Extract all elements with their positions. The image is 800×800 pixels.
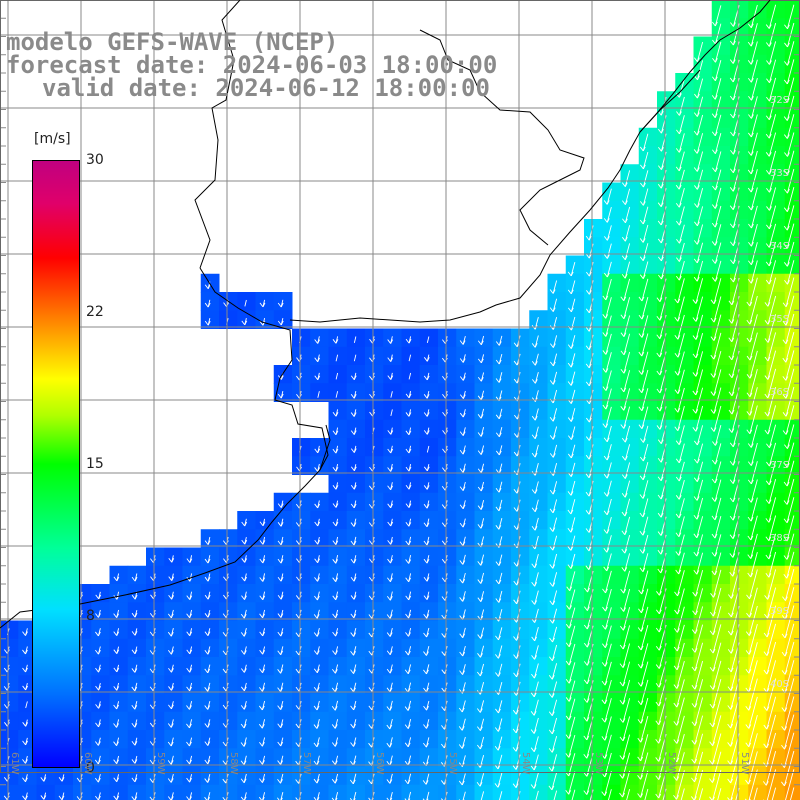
lon-label: 52W [666,752,677,775]
coastline [0,0,771,629]
lat-label: 36S [770,387,790,398]
forecast-date: forecast date: 2024-06-03 18:00:00 [6,51,498,79]
lon-label: 51W [739,752,750,775]
lat-label: 39S [770,606,790,617]
valid-date: valid date: 2024-06-12 18:00:00 [42,74,490,102]
colorbar-tick-30: 30 [86,152,104,168]
lat-label: 37S [770,460,790,471]
lon-label: 56W [374,752,385,775]
colorbar-tick-22: 22 [86,304,104,320]
colorbar-unit: [m/s] [34,131,71,147]
lon-label: 57W [301,752,312,775]
colorbar-tick-15: 15 [86,456,104,472]
lon-label: 53W [593,752,604,775]
lat-label: 33S [770,168,790,179]
lon-label: 60W [82,752,93,775]
lat-label: 38S [770,533,790,544]
colorbar-tick-8: 8 [86,608,95,624]
lat-label: 40S [770,679,790,690]
lat-label: 34S [770,241,790,252]
lat-label: 35S [770,314,790,325]
lat-label: 32S [770,95,790,106]
colorbar-gradient [32,160,80,768]
wind-arrows [3,4,795,800]
lon-label: 58W [228,752,239,775]
lon-label: 59W [155,752,166,775]
colorbar-tick-0: 0 [86,760,95,776]
lon-label: 61W [9,752,20,775]
lon-label: 54W [520,752,531,775]
lon-label: 55W [447,752,458,775]
model-title: modelo GEFS-WAVE (NCEP) [6,28,339,56]
